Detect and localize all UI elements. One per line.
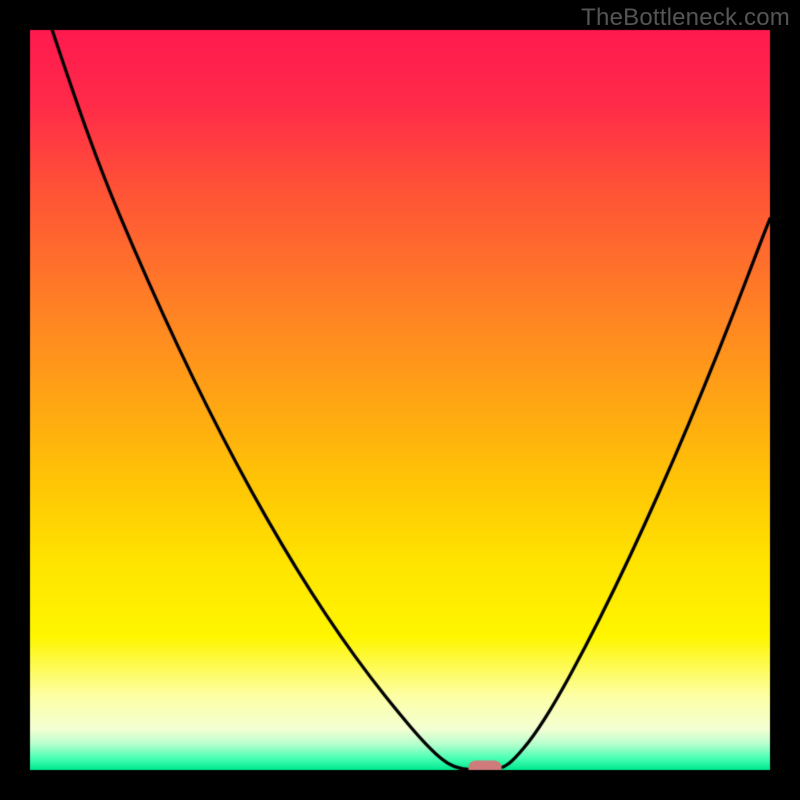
- bottleneck-chart-canvas: [0, 0, 800, 800]
- chart-frame: TheBottleneck.com: [0, 0, 800, 800]
- watermark-text: TheBottleneck.com: [581, 4, 790, 32]
